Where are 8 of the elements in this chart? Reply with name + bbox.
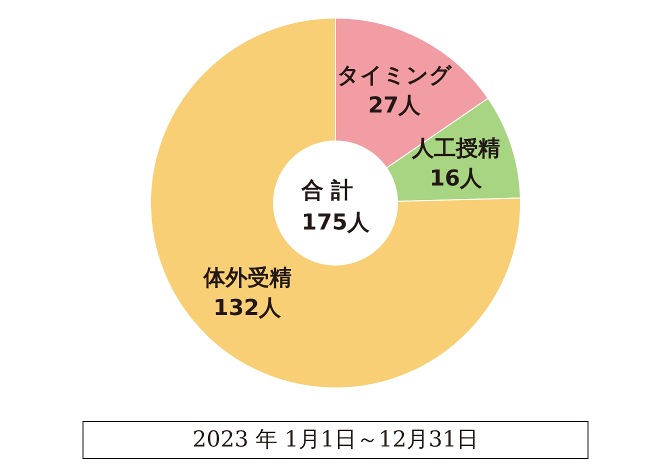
slice-label: タイミング — [336, 64, 452, 89]
text: 2023 年 1月1日～12月31日 — [192, 428, 478, 452]
slice-label: 人工授精 — [410, 136, 500, 162]
text: 合 計 175人 — [300, 178, 370, 236]
slice-label: 体外受精 — [202, 266, 292, 292]
data-label: 132人 — [213, 296, 282, 322]
data-label: 27人 — [368, 94, 422, 119]
data-label: 16人 — [429, 166, 484, 192]
